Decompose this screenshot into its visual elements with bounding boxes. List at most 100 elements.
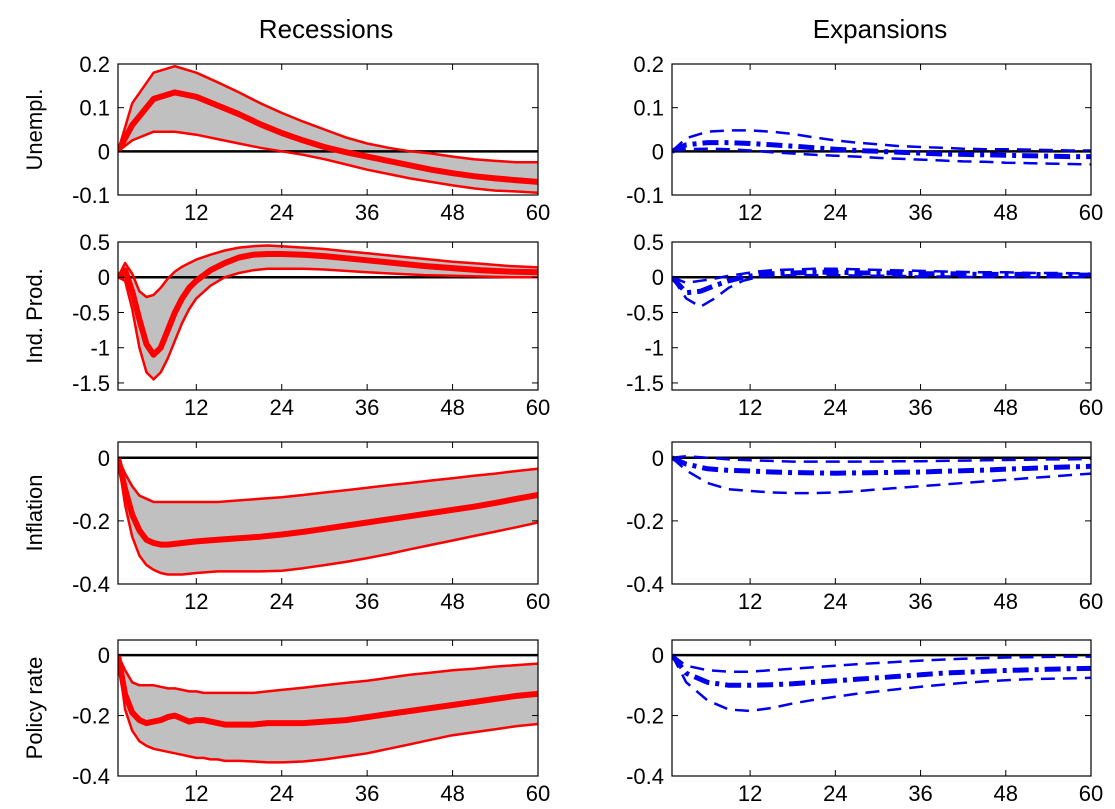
series-line-upper bbox=[118, 654, 538, 695]
y-tick-label: -0.4 bbox=[72, 572, 110, 597]
plot-area bbox=[672, 267, 1091, 309]
y-tick-label: 0 bbox=[652, 139, 664, 164]
y-tick-label: -0.1 bbox=[72, 183, 110, 208]
y-tick-label: 0 bbox=[98, 139, 110, 164]
x-tick-label: 12 bbox=[738, 589, 762, 614]
series-line-median bbox=[672, 140, 1091, 160]
y-tick-label: 0.5 bbox=[633, 230, 664, 255]
x-tick-label: 12 bbox=[184, 781, 208, 806]
x-tick-label: 60 bbox=[1079, 781, 1103, 806]
x-tick-label: 24 bbox=[269, 781, 293, 806]
series-line-lower bbox=[672, 147, 1091, 166]
series-line-upper bbox=[672, 454, 1091, 463]
x-tick-label: 24 bbox=[269, 200, 293, 225]
y-tick-label: 0.2 bbox=[79, 52, 110, 77]
x-tick-label: 12 bbox=[184, 395, 208, 420]
panel-recessions-unemployment: 12 24 36 48 60 -0.1 0 0.1 0.2 Unempl. bbox=[22, 52, 550, 225]
y-tick-label: -1 bbox=[90, 336, 110, 361]
x-tick-label: 36 bbox=[355, 781, 379, 806]
series-line-median bbox=[672, 653, 1091, 688]
axes-box bbox=[671, 639, 1092, 777]
plot-area bbox=[118, 244, 538, 381]
x-tick-label: 36 bbox=[355, 200, 379, 225]
x-tick-label: 24 bbox=[823, 200, 847, 225]
y-axis-label: Policy rate bbox=[22, 657, 47, 760]
x-tick-label: 48 bbox=[440, 395, 464, 420]
axes-box bbox=[671, 63, 1092, 196]
y-tick-label: -1.5 bbox=[626, 371, 664, 396]
series-line-median bbox=[672, 455, 1091, 476]
x-tick-label: 12 bbox=[738, 395, 762, 420]
plot-area bbox=[118, 64, 538, 195]
axes-box bbox=[117, 441, 539, 585]
x-tick-label: 36 bbox=[908, 395, 932, 420]
x-tick-label: 36 bbox=[908, 781, 932, 806]
panel-grid: 12 24 36 48 60 -0.1 0 0.1 0.2 Unempl. 12 24 36 48 60 -0… bbox=[22, 52, 1103, 806]
x-tick-label: 36 bbox=[908, 200, 932, 225]
x-tick-label: 48 bbox=[994, 589, 1018, 614]
axes-box bbox=[671, 441, 1092, 585]
y-tick-label: -0.2 bbox=[72, 704, 110, 729]
x-tick-label: 24 bbox=[823, 781, 847, 806]
series-line-median bbox=[118, 457, 538, 548]
series-line-lower bbox=[118, 130, 538, 195]
plot-area bbox=[672, 454, 1091, 495]
x-tick-label: 48 bbox=[994, 395, 1018, 420]
x-tick-label: 60 bbox=[1079, 200, 1103, 225]
panel-recessions-inflation: 12 24 36 48 60 -0.4 -0.2 0 Inflation bbox=[22, 441, 550, 614]
y-tick-label: 0 bbox=[652, 643, 664, 668]
panel-expansions-ind-prod: 12 24 36 48 60 -1.5 -1 -0.5 0 0.5 bbox=[626, 230, 1103, 420]
plot-area bbox=[672, 653, 1091, 713]
y-tick-label: 0.2 bbox=[633, 52, 664, 77]
y-tick-label: 0.1 bbox=[633, 96, 664, 121]
confidence-band bbox=[118, 245, 538, 380]
series-line-upper bbox=[118, 457, 538, 504]
y-tick-label: -0.5 bbox=[72, 300, 110, 325]
panel-expansions-policy-rate: 12 24 36 48 60 -0.4 -0.2 0 bbox=[626, 639, 1103, 806]
y-tick-label: -0.4 bbox=[72, 764, 110, 789]
x-tick-label: 12 bbox=[738, 781, 762, 806]
series-line-median bbox=[118, 89, 538, 185]
confidence-band bbox=[118, 655, 538, 763]
x-tick-label: 12 bbox=[184, 200, 208, 225]
series-line-upper bbox=[672, 267, 1091, 285]
column-title-recessions: Recessions bbox=[259, 14, 393, 44]
x-tick-label: 48 bbox=[994, 781, 1018, 806]
axes-box bbox=[117, 639, 539, 777]
x-tick-label: 12 bbox=[738, 200, 762, 225]
x-tick-label: 60 bbox=[526, 589, 550, 614]
y-axis-label: Unempl. bbox=[22, 89, 47, 171]
x-tick-label: 24 bbox=[269, 589, 293, 614]
series-line-median bbox=[672, 269, 1091, 296]
x-tick-label: 36 bbox=[355, 395, 379, 420]
series-line-lower bbox=[118, 654, 538, 764]
x-tick-label: 36 bbox=[908, 589, 932, 614]
y-tick-label: -1 bbox=[644, 336, 664, 361]
x-tick-label: 24 bbox=[823, 589, 847, 614]
y-tick-label: -0.5 bbox=[626, 300, 664, 325]
x-tick-label: 12 bbox=[184, 589, 208, 614]
plot-area bbox=[118, 653, 538, 764]
x-tick-label: 60 bbox=[1079, 395, 1103, 420]
y-tick-label: 0.5 bbox=[79, 230, 110, 255]
x-tick-label: 48 bbox=[440, 781, 464, 806]
axes-box bbox=[117, 63, 539, 196]
plot-area bbox=[118, 456, 538, 576]
plot-area bbox=[672, 129, 1091, 166]
panel-recessions-policy-rate: 12 24 36 48 60 -0.4 -0.2 0 Policy rate bbox=[22, 639, 550, 806]
y-tick-label: 0.1 bbox=[79, 96, 110, 121]
column-title-expansions: Expansions bbox=[813, 14, 947, 44]
x-tick-label: 48 bbox=[440, 200, 464, 225]
y-tick-label: 0 bbox=[652, 265, 664, 290]
series-line-lower bbox=[118, 267, 538, 381]
series-line-upper bbox=[118, 64, 538, 164]
y-axis-label: Inflation bbox=[22, 474, 47, 551]
y-tick-label: -0.2 bbox=[626, 704, 664, 729]
panel-recessions-ind-prod: 12 24 36 48 60 -1.5 -1 -0.5 0 0.5 Ind. Prod. bbox=[22, 230, 550, 420]
x-tick-label: 48 bbox=[994, 200, 1018, 225]
x-tick-label: 24 bbox=[823, 395, 847, 420]
axes-box bbox=[671, 241, 1092, 391]
series-line-upper bbox=[672, 129, 1091, 153]
x-tick-label: 60 bbox=[1079, 589, 1103, 614]
